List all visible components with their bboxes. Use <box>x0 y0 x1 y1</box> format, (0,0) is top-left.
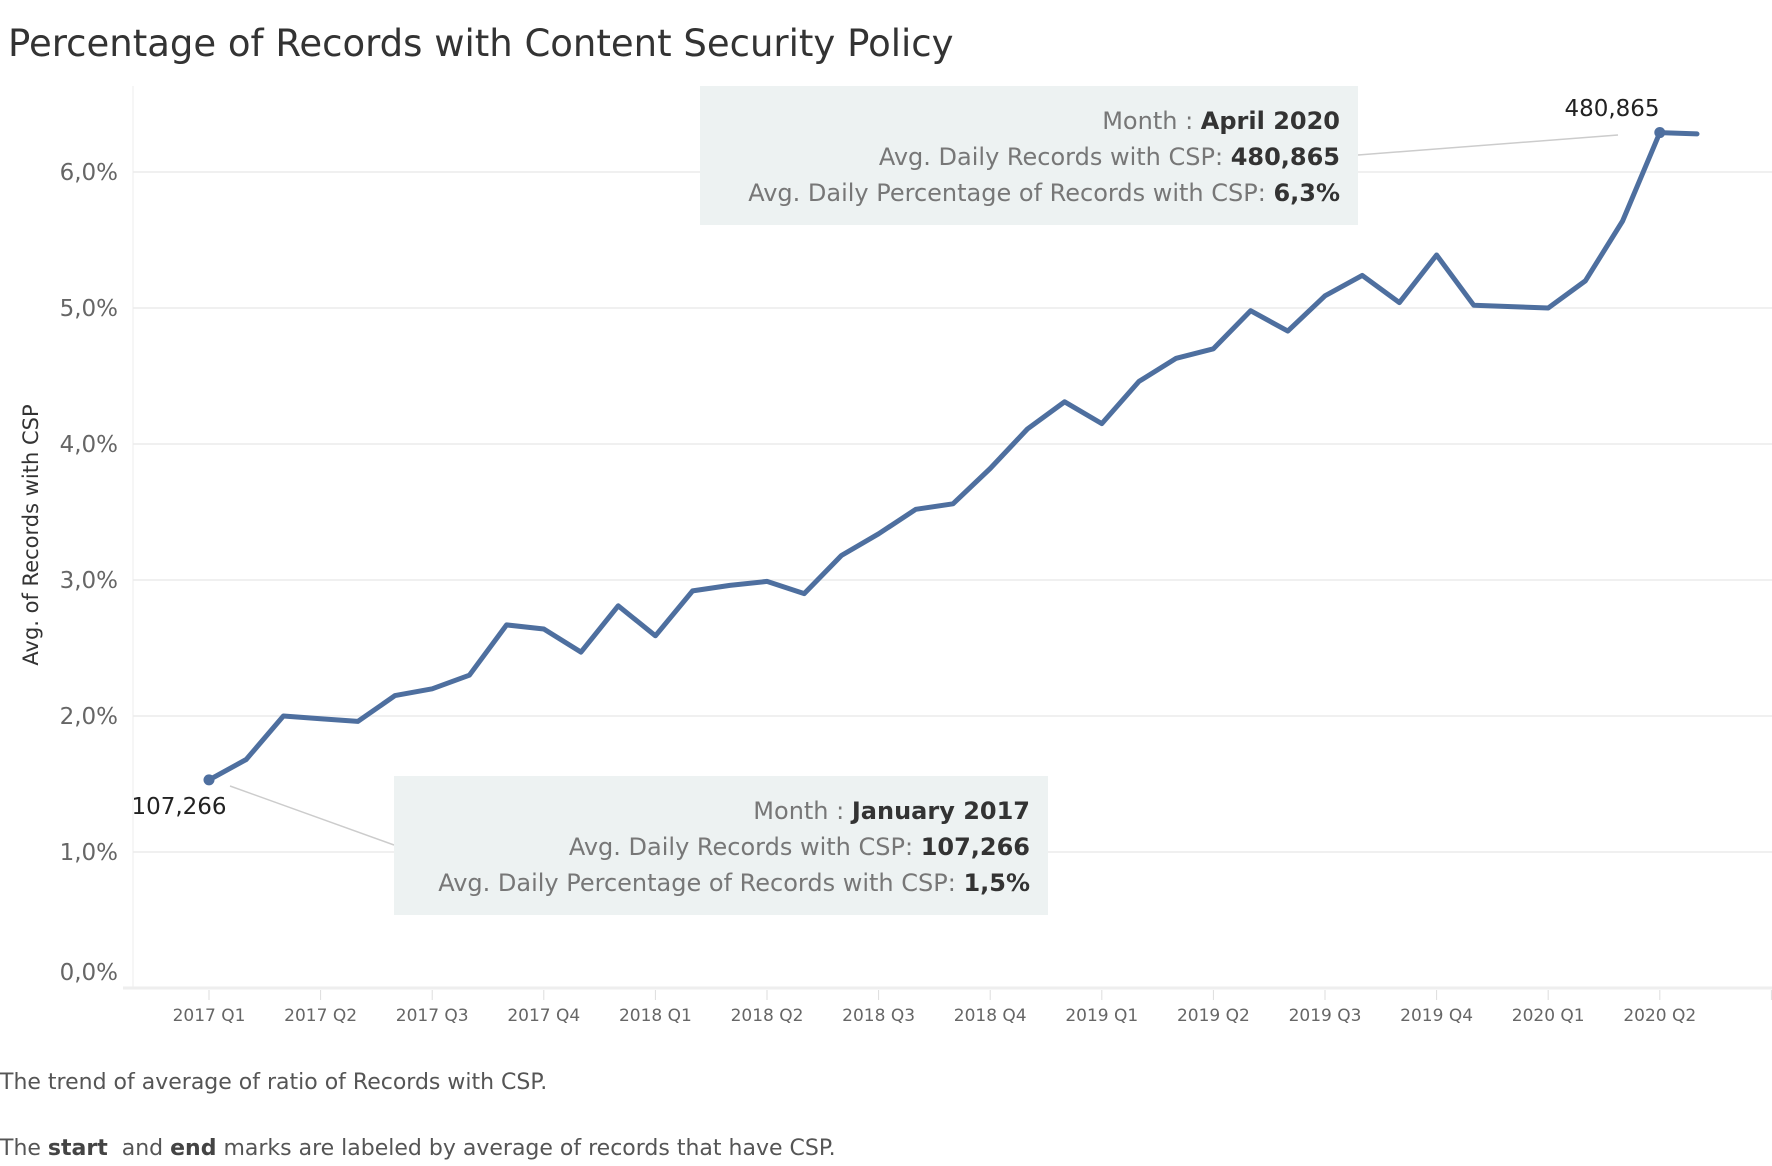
y-tick-label: 0,0% <box>60 960 118 986</box>
end-mark <box>1654 127 1666 139</box>
x-tick-label: 2019 Q3 <box>1289 1006 1362 1026</box>
chart-title: Percentage of Records with Content Secur… <box>8 22 954 65</box>
x-tick-label: 2018 Q3 <box>842 1006 915 1026</box>
y-tick-label: 1,0% <box>60 840 118 866</box>
x-tick-label: 2017 Q3 <box>396 1006 469 1026</box>
end-mark-label: 480,865 <box>1564 96 1659 122</box>
x-tick-label: 2017 Q4 <box>507 1006 580 1026</box>
x-tick-label: 2019 Q2 <box>1177 1006 1250 1026</box>
start-mark <box>203 774 215 786</box>
caption-line-1: The trend of average of ratio of Records… <box>0 1070 547 1095</box>
x-tick-label: 2018 Q4 <box>954 1006 1027 1026</box>
y-tick-label: 2,0% <box>60 704 118 730</box>
svg-text:Month : April 2020: Month : April 2020 <box>1102 107 1340 135</box>
x-tick-label: 2020 Q2 <box>1623 1006 1696 1026</box>
series-line <box>206 130 1700 783</box>
y-tick-label: 4,0% <box>60 432 118 458</box>
x-tick-label: 2017 Q1 <box>173 1006 246 1026</box>
end-annotation: Month : April 2020 Avg. Daily Records wi… <box>700 86 1358 225</box>
y-axis: 0,0% 1,0% 2,0% 3,0% 4,0% 5,0% 6,0% <box>60 160 118 986</box>
start-annotation: Month : January 2017 Avg. Daily Records … <box>394 776 1048 915</box>
svg-text:Avg. Daily Percentage of Recor: Avg. Daily Percentage of Records with CS… <box>748 179 1340 207</box>
svg-text:Avg. Daily Records with CSP: 1: Avg. Daily Records with CSP: 107,266 <box>569 833 1030 861</box>
data-points <box>203 127 1666 786</box>
start-leader-line <box>229 785 395 846</box>
x-tick-label: 2019 Q1 <box>1065 1006 1138 1026</box>
svg-text:Avg. Daily Percentage of Recor: Avg. Daily Percentage of Records with CS… <box>438 869 1030 897</box>
y-axis-label: Avg. of Records with CSP <box>19 404 43 665</box>
svg-text:Month : January 2017: Month : January 2017 <box>753 797 1030 825</box>
x-axis: 2017 Q1 2017 Q2 2017 Q3 2017 Q4 2018 Q1 2018 … <box>123 986 1772 1026</box>
x-tick-label: 2020 Q1 <box>1512 1006 1585 1026</box>
end-leader-line <box>1357 134 1619 156</box>
x-tick-label: 2018 Q1 <box>619 1006 692 1026</box>
start-mark-label: 107,266 <box>131 794 226 820</box>
x-tick-label: 2018 Q2 <box>731 1006 804 1026</box>
y-tick-label: 3,0% <box>60 568 118 594</box>
x-tick-label: 2019 Q4 <box>1400 1006 1473 1026</box>
y-tick-label: 5,0% <box>60 296 118 322</box>
x-tick-label: 2017 Q2 <box>284 1006 357 1026</box>
y-tick-label: 6,0% <box>60 160 118 186</box>
caption-line-2: The start and end marks are labeled by a… <box>0 1136 836 1161</box>
svg-text:Avg. Daily Records with CSP: 4: Avg. Daily Records with CSP: 480,865 <box>879 143 1340 171</box>
